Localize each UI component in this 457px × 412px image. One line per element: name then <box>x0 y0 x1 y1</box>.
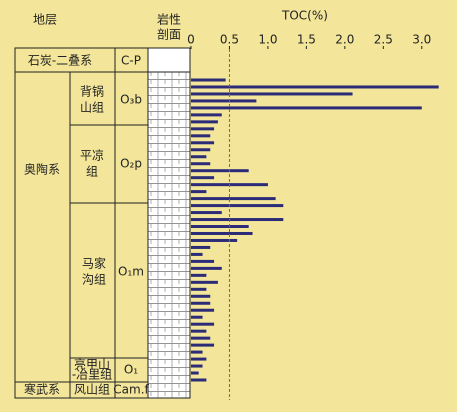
lithology-header: 剖面 <box>157 28 181 42</box>
bar <box>191 315 203 319</box>
bar <box>191 141 215 145</box>
formation-code: Cam.f <box>113 383 149 397</box>
formation-name: 亮甲山 <box>74 357 110 372</box>
bar <box>191 280 218 284</box>
bar <box>191 329 207 333</box>
bar <box>191 294 211 298</box>
bar <box>191 252 203 256</box>
bar <box>191 266 222 270</box>
formation-name: 平凉 <box>80 148 104 163</box>
x-tick-label: 2.5 <box>374 33 393 47</box>
bar <box>191 301 211 305</box>
x-tick-label: 2.0 <box>335 33 354 47</box>
chart-title: TOC(%) <box>281 9 328 23</box>
bar <box>191 364 203 368</box>
bar <box>191 378 207 382</box>
system-name: 奥陶系 <box>24 162 60 177</box>
bar <box>191 78 226 82</box>
formation-name: 山组 <box>80 101 104 115</box>
bar <box>191 350 203 354</box>
x-tick-label: 0 <box>187 33 195 47</box>
bar <box>191 190 207 194</box>
bar <box>191 343 215 347</box>
lithology-top <box>147 47 191 73</box>
lithology-column <box>147 47 191 399</box>
bar <box>191 134 211 138</box>
system-name: 寒武系 <box>24 382 60 397</box>
strata-table <box>14 47 191 399</box>
bar <box>191 106 422 110</box>
bar <box>191 238 238 242</box>
bar <box>191 287 207 291</box>
bar <box>191 371 199 375</box>
bar <box>191 92 353 96</box>
formation-code: O₂p <box>120 157 142 171</box>
bar <box>191 322 215 326</box>
lithology-header: 岩性 <box>157 12 181 27</box>
system-name: 石炭-二叠系 <box>28 54 92 68</box>
bar <box>191 99 257 103</box>
bar <box>191 197 276 201</box>
bar <box>191 127 215 131</box>
bar <box>191 336 211 340</box>
bar <box>191 308 215 312</box>
bar <box>191 169 249 173</box>
bar <box>191 204 284 208</box>
x-tick-label: 1.0 <box>258 33 277 47</box>
formation-code: O₁m <box>118 265 144 279</box>
bar <box>191 225 249 229</box>
bar <box>191 218 284 222</box>
formation-code: O₁ <box>124 363 138 377</box>
formation-name: 沟组 <box>82 273 106 287</box>
x-tick-label: 1.5 <box>297 33 316 47</box>
bar <box>191 231 253 235</box>
bar <box>191 148 211 152</box>
bar <box>191 357 207 361</box>
formation-name: 马家 <box>82 256 106 271</box>
formation-code: O₃b <box>120 93 142 107</box>
bar <box>191 120 218 124</box>
bar <box>191 162 211 166</box>
bar <box>191 176 215 180</box>
formation-name: 背锅 <box>80 84 104 99</box>
bar <box>191 85 439 89</box>
bar <box>191 155 207 159</box>
strata-header: 地层 <box>33 13 57 27</box>
formation-name: 风山组 <box>74 383 110 397</box>
bar <box>191 113 222 117</box>
bar <box>191 245 211 249</box>
bar <box>191 273 207 277</box>
bar <box>191 259 215 263</box>
bar <box>191 211 222 215</box>
formation-name: -冶里组 <box>72 368 112 382</box>
formation-name: 组 <box>86 165 98 179</box>
x-tick-label: 0.5 <box>220 33 239 47</box>
system-code: C-P <box>121 54 141 68</box>
x-tick-label: 3.0 <box>412 33 431 47</box>
